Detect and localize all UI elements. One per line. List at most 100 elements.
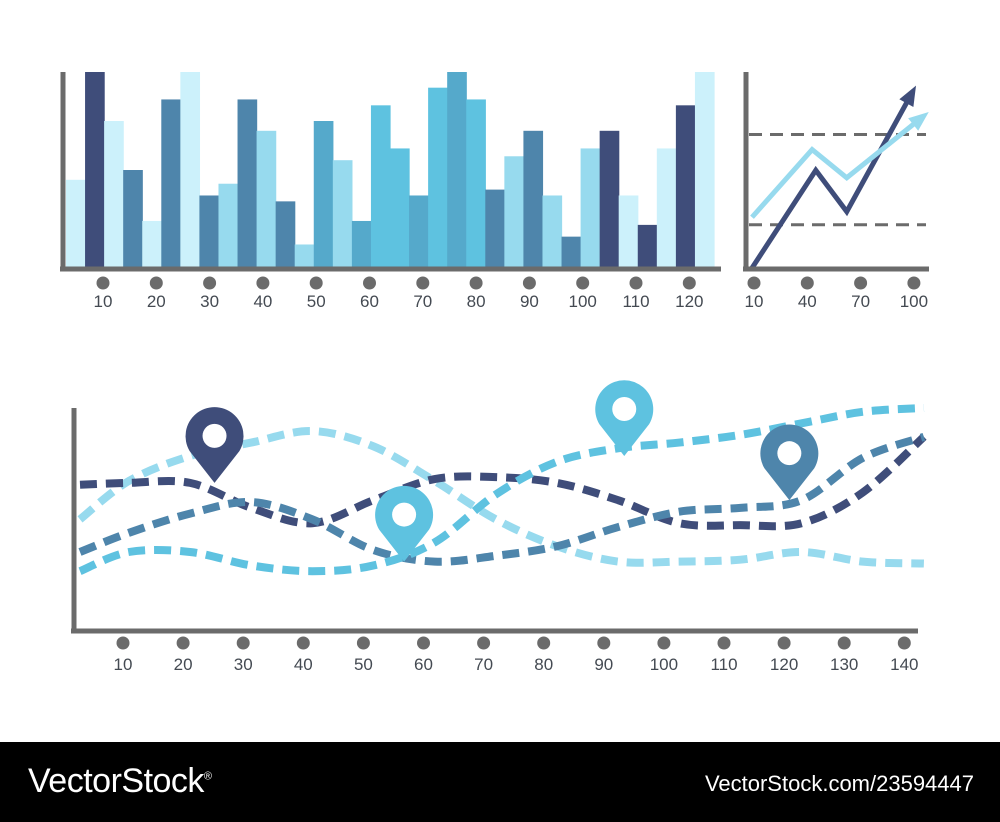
tick-label: 120: [675, 292, 703, 311]
bar: [428, 87, 448, 269]
tick-dot: [657, 636, 671, 650]
bar: [561, 236, 582, 268]
tick-dot: [717, 636, 731, 650]
charts-canvas: 10 20 30 40 50 60 70 80 90 100 110 120 10 40 70 100 10…: [60, 72, 929, 674]
tick-dot: [236, 636, 250, 650]
pin-hole: [612, 397, 637, 421]
tick-label: 120: [770, 655, 798, 674]
tick-label: 100: [650, 655, 678, 674]
tick-dot: [854, 276, 868, 290]
tick-label: 70: [413, 292, 432, 311]
tick-dot: [417, 636, 430, 650]
bar: [637, 224, 658, 268]
tick-label: 40: [253, 292, 272, 311]
bar: [351, 220, 372, 268]
tick-dot: [907, 276, 921, 290]
tick-dot: [477, 636, 491, 650]
series-line: [750, 118, 920, 219]
arrow-head: [899, 85, 916, 108]
tick-label: 110: [622, 292, 649, 311]
bar: [332, 160, 353, 268]
tick-label: 30: [234, 655, 253, 674]
tick-label: 90: [520, 292, 539, 311]
bar: [123, 170, 143, 268]
series-line: [79, 433, 927, 531]
tick-label: 70: [474, 655, 493, 674]
tick-dot: [537, 636, 551, 650]
bar: [656, 148, 677, 268]
bar: [542, 195, 563, 268]
bar-chart: 10 20 30 40 50 60 70 80 90 100 110 120: [60, 72, 721, 311]
bar: [390, 148, 410, 268]
location-pin-icon: [375, 485, 434, 562]
tick-label: 20: [147, 292, 166, 311]
tick-label: 140: [890, 655, 918, 674]
bar: [618, 195, 639, 268]
tick-dot: [576, 276, 590, 290]
tick-label: 20: [174, 655, 193, 674]
tick-label: 70: [851, 292, 870, 311]
bar: [218, 183, 239, 268]
tick-label: 10: [94, 292, 113, 311]
tick-label: 40: [294, 655, 313, 674]
bar: [370, 105, 391, 268]
bar: [409, 195, 429, 268]
arrow-head: [908, 111, 929, 131]
tick-dot: [356, 636, 370, 650]
tick-dot: [149, 276, 163, 290]
pin-hole: [777, 441, 802, 466]
tick-dot: [309, 276, 323, 290]
brand-name: VectorStock: [28, 762, 204, 800]
tick-label: 30: [200, 292, 219, 311]
bar: [256, 130, 277, 268]
bar: [275, 201, 296, 268]
tick-label: 130: [830, 655, 858, 674]
bar: [485, 189, 505, 268]
tick-dot: [296, 636, 310, 650]
bar: [237, 99, 258, 268]
bar: [161, 99, 181, 268]
bar: [180, 72, 201, 268]
tick-dot: [96, 276, 110, 290]
bar: [313, 121, 334, 268]
tick-label: 80: [467, 292, 486, 311]
tick-dot: [469, 276, 483, 290]
tick-dot: [629, 276, 643, 290]
series-line: [749, 96, 912, 270]
tick-label: 10: [745, 292, 764, 311]
bar: [199, 195, 220, 268]
location-pin-icon: [595, 380, 654, 456]
tick-label: 40: [798, 292, 817, 311]
bar: [523, 130, 544, 268]
tick-dot: [800, 276, 814, 290]
bar: [142, 220, 162, 268]
tick-dot: [777, 636, 791, 650]
image-credit: VectorStock.com/23594447: [704, 771, 974, 796]
bar: [504, 156, 525, 268]
tick-dot: [522, 276, 536, 290]
pin-hole: [392, 502, 417, 527]
bar: [447, 72, 467, 268]
tick-dot: [416, 276, 430, 290]
footer-bar: VectorStock® VectorStock.com/23594447: [0, 742, 1000, 822]
tick-dot: [837, 636, 851, 650]
tick-label: 60: [414, 655, 433, 674]
tick-label: 50: [354, 655, 373, 674]
tick-label: 90: [594, 655, 613, 674]
bar: [580, 148, 601, 268]
bar: [466, 99, 486, 268]
bar: [294, 244, 315, 268]
location-pin-icon: [760, 424, 819, 501]
bar: [104, 121, 124, 268]
tick-dot: [682, 276, 696, 290]
tick-dot: [116, 636, 130, 650]
registered-mark: ®: [203, 770, 212, 783]
tick-label: 60: [360, 292, 379, 311]
tick-label: 100: [569, 292, 597, 311]
tick-dot: [747, 276, 761, 290]
bar: [85, 72, 105, 268]
tick-label: 50: [307, 292, 326, 311]
bar: [66, 179, 86, 268]
tick-dot: [203, 276, 217, 290]
brand-logo[interactable]: VectorStock®: [28, 762, 212, 801]
